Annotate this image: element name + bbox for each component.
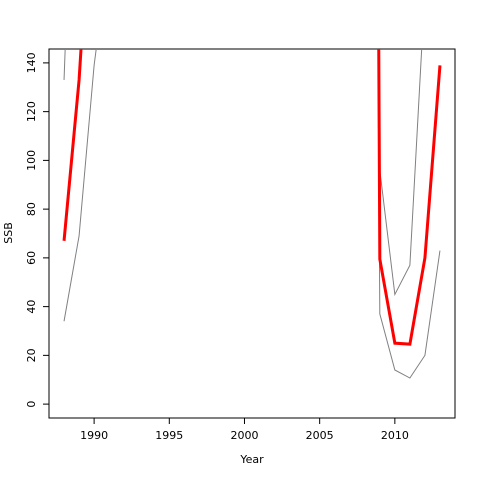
- x-tick-label: 1995: [155, 429, 183, 442]
- x-axis-label: Year: [239, 453, 264, 466]
- y-tick-label: 40: [25, 300, 38, 314]
- y-tick-label: 140: [25, 52, 38, 73]
- y-tick-label: 80: [25, 202, 38, 216]
- x-tick-label: 2000: [230, 429, 258, 442]
- y-tick-label: 120: [25, 101, 38, 122]
- series-line: [63, 49, 423, 297]
- y-tick-label: 20: [25, 348, 38, 362]
- x-tick-label: 2010: [381, 429, 409, 442]
- series-line: [63, 49, 441, 379]
- y-tick-label: 60: [25, 251, 38, 265]
- plot-frame: [48, 48, 456, 419]
- series-group: [62, 49, 442, 379]
- y-tick-label: 100: [25, 150, 38, 171]
- x-tick-label: 2005: [306, 429, 334, 442]
- y-tick-label: 0: [25, 401, 38, 408]
- y-axis-label: SSB: [2, 222, 15, 244]
- series-line: [62, 49, 442, 346]
- x-tick-label: 1990: [80, 429, 108, 442]
